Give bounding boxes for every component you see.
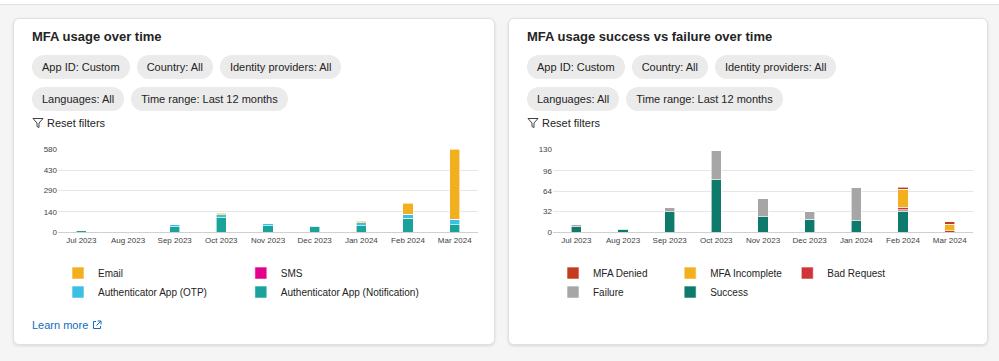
svg-text:Authenticator App (Notificatio: Authenticator App (Notification) [281, 287, 419, 298]
svg-text:Oct 2023: Oct 2023 [700, 236, 733, 245]
svg-text:96: 96 [543, 167, 552, 176]
svg-text:Bad Request: Bad Request [827, 268, 885, 279]
svg-text:Authenticator App (OTP): Authenticator App (OTP) [98, 287, 207, 298]
svg-text:Success: Success [710, 287, 748, 298]
svg-text:290: 290 [44, 186, 58, 195]
svg-text:Aug 2023: Aug 2023 [606, 236, 641, 245]
svg-text:Dec 2023: Dec 2023 [298, 236, 333, 245]
svg-text:0: 0 [548, 228, 553, 237]
svg-text:MFA Incomplete: MFA Incomplete [710, 268, 782, 279]
html-text:Reset filters: Reset filters [47, 117, 106, 129]
html-text:Learn more: Learn more [32, 319, 89, 331]
html-text:Time range: Last 12 months: Time range: Last 12 months [636, 93, 773, 105]
svg-text:Sep 2023: Sep 2023 [158, 236, 193, 245]
svg-text:Nov 2023: Nov 2023 [251, 236, 286, 245]
svg-text:Jan 2024: Jan 2024 [840, 236, 873, 245]
html-text:Time range: Last 12 months: Time range: Last 12 months [141, 93, 278, 105]
svg-text:Feb 2024: Feb 2024 [886, 236, 920, 245]
html-text:App ID: Custom: App ID: Custom [42, 61, 120, 73]
svg-text:Oct 2023: Oct 2023 [205, 236, 238, 245]
html-text:MFA usage success vs failure o: MFA usage success vs failure over time [527, 29, 773, 44]
svg-text:430: 430 [44, 166, 58, 175]
html-text:Country: All: Country: All [641, 61, 698, 73]
svg-text:Nov 2023: Nov 2023 [746, 236, 781, 245]
svg-text:0: 0 [53, 228, 58, 237]
svg-text:580: 580 [44, 145, 58, 154]
svg-text:Aug 2023: Aug 2023 [111, 236, 146, 245]
html-text:Languages: All: Languages: All [42, 93, 115, 105]
svg-text:Jan 2024: Jan 2024 [345, 236, 378, 245]
svg-text:Dec 2023: Dec 2023 [793, 236, 828, 245]
svg-text:140: 140 [44, 208, 58, 217]
html-text:Identity providers: All: Identity providers: All [229, 61, 332, 73]
html-text:Country: All: Country: All [146, 61, 203, 73]
svg-text:Email: Email [98, 268, 123, 279]
html-text:Languages: All: Languages: All [537, 93, 610, 105]
html-text:Identity providers: All: Identity providers: All [724, 61, 827, 73]
svg-text:MFA Denied: MFA Denied [593, 268, 647, 279]
html-text:App ID: Custom: App ID: Custom [537, 61, 615, 73]
svg-text:32: 32 [543, 207, 552, 216]
svg-text:130: 130 [539, 145, 553, 154]
svg-text:Mar 2024: Mar 2024 [933, 236, 967, 245]
svg-text:Failure: Failure [593, 287, 624, 298]
html-text:MFA usage over time: MFA usage over time [32, 29, 162, 44]
svg-text:Mar 2024: Mar 2024 [438, 236, 472, 245]
html-text:Reset filters: Reset filters [542, 117, 601, 129]
svg-text:Sep 2023: Sep 2023 [653, 236, 688, 245]
svg-text:64: 64 [543, 187, 552, 196]
svg-text:Jul 2023: Jul 2023 [561, 236, 592, 245]
svg-text:Feb 2024: Feb 2024 [391, 236, 425, 245]
svg-text:Jul 2023: Jul 2023 [66, 236, 97, 245]
svg-text:SMS: SMS [281, 268, 303, 279]
